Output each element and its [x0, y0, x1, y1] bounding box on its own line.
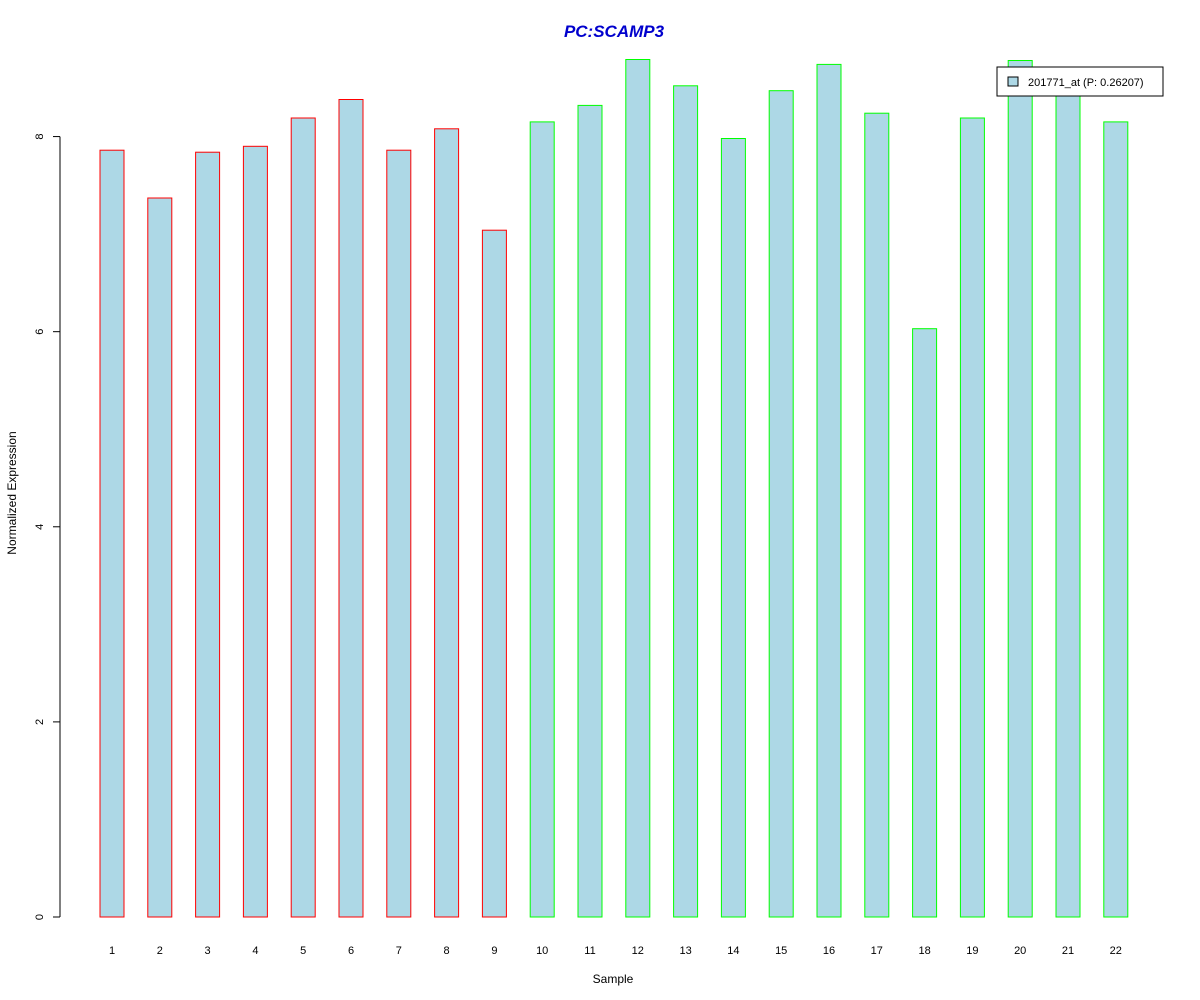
- y-tick-label: 8: [34, 134, 46, 140]
- x-tick-label: 18: [918, 945, 930, 957]
- y-tick-label: 0: [34, 914, 46, 920]
- bar: [768, 90, 794, 918]
- bar: [577, 104, 603, 918]
- chart-title: PC:SCAMP3: [564, 22, 665, 41]
- legend-box: [996, 66, 1164, 97]
- x-tick-label: 12: [632, 945, 644, 957]
- x-tick-label: 13: [679, 945, 691, 957]
- x-tick-label: 11: [584, 945, 595, 957]
- bar: [959, 117, 985, 918]
- x-tick-label: 21: [1062, 945, 1074, 957]
- legend: 201771_at (P: 0.26207): [996, 66, 1164, 97]
- bar: [529, 121, 555, 918]
- x-tick-labels: 1 2 3 4 5 6 7 8 9 10 11 12 13 14 15 16 17 18 19 20 21 22: [109, 945, 1122, 957]
- x-tick-label: 15: [775, 945, 787, 957]
- x-tick-label: 6: [348, 945, 354, 957]
- bar: [99, 149, 125, 918]
- x-tick-label: 5: [300, 945, 306, 957]
- bars: [99, 59, 1129, 918]
- x-tick-label: 2: [157, 945, 163, 957]
- x-tick-label: 9: [491, 945, 497, 957]
- bar: [816, 63, 842, 918]
- legend-label: 201771_at (P: 0.26207): [1028, 77, 1144, 89]
- bar: [386, 149, 412, 918]
- bar: [195, 151, 221, 918]
- bar: [1007, 60, 1033, 918]
- bar: [434, 128, 460, 918]
- x-tick-label: 8: [444, 945, 450, 957]
- x-tick-label: 10: [536, 945, 548, 957]
- bar: [290, 117, 316, 918]
- bar: [481, 229, 507, 918]
- bar: [1055, 89, 1081, 918]
- x-tick-label: 17: [871, 945, 883, 957]
- y-tick-label: 4: [34, 524, 46, 530]
- bar: [912, 328, 938, 918]
- legend-swatch: [1007, 76, 1019, 87]
- bar: [338, 99, 364, 918]
- x-axis-title: Sample: [593, 972, 634, 986]
- x-tick-label: 20: [1014, 945, 1026, 957]
- y-tick-label: 6: [34, 329, 46, 335]
- y-tick-label: 2: [34, 719, 46, 725]
- bar: [1103, 121, 1129, 918]
- y-axis-title: Normalized Expression: [5, 431, 19, 554]
- x-tick-label: 16: [823, 945, 835, 957]
- x-tick-label: 22: [1110, 945, 1122, 957]
- x-tick-label: 14: [727, 945, 739, 957]
- bar: [625, 59, 651, 918]
- x-tick-label: 7: [396, 945, 402, 957]
- bar: [242, 145, 268, 918]
- bar: [720, 138, 746, 918]
- x-tick-label: 1: [109, 945, 115, 957]
- y-axis: 0 2 4 6 8: [34, 134, 61, 920]
- bar: [864, 112, 890, 918]
- x-tick-label: 19: [966, 945, 978, 957]
- bar: [147, 197, 173, 918]
- x-tick-label: 4: [252, 945, 258, 957]
- x-tick-label: 3: [205, 945, 211, 957]
- bar: [673, 85, 699, 918]
